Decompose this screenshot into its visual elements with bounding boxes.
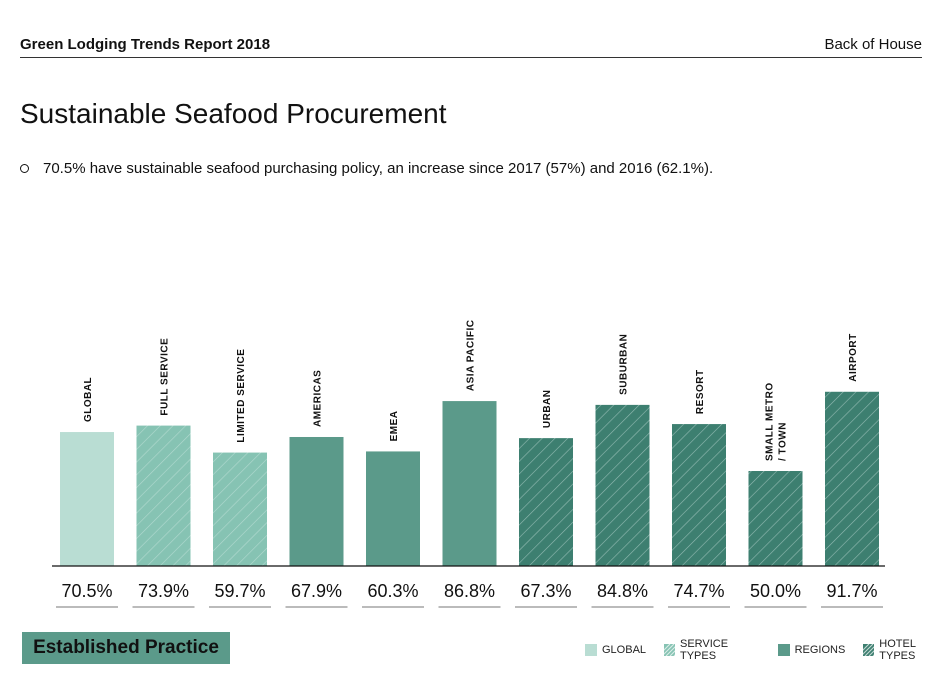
bar-resort xyxy=(672,424,726,566)
category-labels-group: GLOBAL FULL SERVICE LIMITED SERVICE AMERICA… xyxy=(83,320,859,461)
legend-item-global: GLOBAL xyxy=(585,644,646,656)
value-label: 60.3% xyxy=(367,581,418,601)
legend-item-hotel: HOTEL TYPES xyxy=(863,638,948,662)
category-label: LIMITED SERVICE xyxy=(236,349,247,443)
value-label: 67.9% xyxy=(291,581,342,601)
legend-swatch-icon xyxy=(777,644,790,656)
legend-item-service: SERVICE TYPES xyxy=(664,638,760,662)
bar-americas xyxy=(289,436,344,566)
legend-swatch-icon xyxy=(664,644,675,656)
category-label: EMEA xyxy=(389,411,400,442)
bars-group xyxy=(52,391,885,567)
value-label: 50.0% xyxy=(750,581,801,601)
value-label: 91.7% xyxy=(826,581,877,601)
bar-full-service xyxy=(136,425,191,566)
section-label: Back of House xyxy=(824,36,922,53)
bar-small-metro-town xyxy=(748,471,803,566)
legend-label: HOTEL TYPES xyxy=(879,638,916,662)
report-title: Green Lodging Trends Report 2018 xyxy=(20,36,271,53)
category-label: AMERICAS xyxy=(313,370,324,427)
value-label: 70.5% xyxy=(61,581,112,601)
established-practice-badge: Established Practice xyxy=(22,632,230,664)
page-title: Sustainable Seafood Procurement xyxy=(20,98,447,129)
bar-airport xyxy=(825,391,879,566)
bar-limited-service xyxy=(213,452,267,566)
bar-urban xyxy=(519,438,573,566)
category-label: URBAN xyxy=(542,390,553,429)
legend-swatch-icon xyxy=(585,644,597,656)
category-label: RESORT xyxy=(695,369,706,414)
category-label: SUBURBAN xyxy=(619,334,630,395)
legend: GLOBAL SERVICE TYPES REGIONS HOTEL TYPES xyxy=(585,638,948,662)
legend-swatch-icon xyxy=(863,644,875,656)
bar-global xyxy=(60,432,114,566)
legend-label: SERVICE TYPES xyxy=(680,638,729,662)
bar-asia-pacific xyxy=(442,401,497,566)
value-label: 73.9% xyxy=(138,581,189,601)
legend-label: REGIONS xyxy=(794,644,846,656)
bar-emea xyxy=(366,451,420,566)
category-label: GLOBAL xyxy=(83,377,94,422)
value-label: 67.3% xyxy=(520,581,571,601)
category-label: ASIA PACIFIC xyxy=(466,320,477,392)
category-label: AIRPORT xyxy=(848,333,859,382)
category-label: SMALL METRO / TOWN xyxy=(765,382,789,461)
value-label: 74.7% xyxy=(673,581,724,601)
header-divider xyxy=(20,57,922,58)
legend-label: GLOBAL xyxy=(602,644,647,656)
bullet-circle-icon xyxy=(20,164,29,173)
legend-item-region: REGIONS xyxy=(777,644,846,656)
bullet-point: 70.5% have sustainable seafood purchasin… xyxy=(20,160,713,177)
value-label: 86.8% xyxy=(444,581,495,601)
value-labels-group: 70.5% 73.9% 59.7% 67.9% 60.3% 86.8% 67.3% 84.8%… xyxy=(56,581,883,608)
category-label: FULL SERVICE xyxy=(160,338,171,416)
value-label: 84.8% xyxy=(597,581,648,601)
value-label: 59.7% xyxy=(214,581,265,601)
bar-suburban xyxy=(595,404,650,566)
bullet-text: 70.5% have sustainable seafood purchasin… xyxy=(43,160,714,177)
